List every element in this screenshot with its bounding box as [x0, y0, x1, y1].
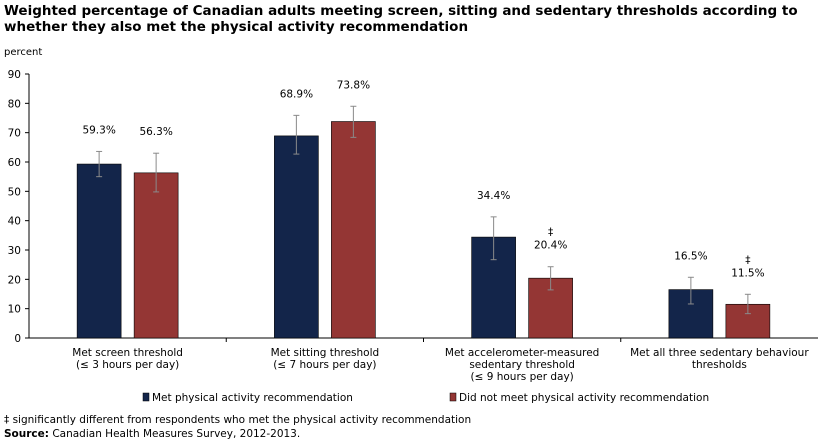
y-axis-label: percent [4, 47, 42, 58]
y-tick-label: 30 [8, 245, 21, 257]
y-axis: 0 10 20 30 40 50 60 70 80 90 [8, 69, 30, 345]
significance-marker: ‡ [4, 414, 10, 426]
bar [133, 172, 179, 339]
legend-swatch [142, 392, 150, 402]
legend: Met physical activity recommendation Did … [142, 392, 709, 404]
data-label: 11.5% [731, 267, 764, 279]
data-label: 20.4% [534, 240, 567, 252]
y-tick-label: 20 [8, 274, 21, 286]
x-axis: Met screen threshold (≤ 3 hours per day) M… [29, 337, 818, 383]
significance-marker: ‡ [745, 254, 750, 266]
y-tick-label: 50 [8, 186, 21, 198]
legend-label: Did not meet physical activity recommend… [459, 392, 709, 404]
data-label: 16.5% [674, 250, 707, 262]
legend-label: Met physical activity recommendation [152, 392, 353, 404]
source-footnote: Source: Canadian Health Measures Survey,… [4, 428, 300, 440]
y-tick-label: 60 [8, 157, 21, 169]
significance-marker: ‡ [548, 227, 553, 239]
category-label: Met screen threshold (≤ 3 hours per day) [72, 347, 183, 371]
bar [274, 135, 319, 339]
significance-footnote: ‡ significantly different from responden… [4, 414, 471, 426]
data-label: 56.3% [139, 126, 172, 138]
y-tick-label: 90 [8, 69, 21, 81]
category-label: Met all three sedentary behaviour thresho… [630, 347, 809, 371]
legend-swatch [449, 392, 457, 402]
bar [331, 121, 376, 339]
data-label: 34.4% [477, 190, 510, 202]
y-tick-label: 40 [8, 216, 21, 228]
source-label: Source: [4, 428, 49, 440]
chart-title: Weighted percentage of Canadian adults m… [4, 3, 798, 35]
data-label: 73.8% [337, 79, 370, 91]
category-label: Met accelerometer-measured sedentary thre… [445, 347, 599, 383]
bars: 59.3% 56.3%68.9%73.8%34.4%20.4%‡16.5%11.5… [76, 79, 771, 339]
y-tick-label: 10 [8, 304, 21, 316]
source-text: Canadian Health Measures Survey, 2012-20… [48, 428, 301, 440]
y-tick-label: 0 [14, 333, 21, 345]
category-label: Met sitting threshold (≤ 7 hours per day) [271, 347, 380, 371]
bar [76, 163, 122, 339]
significance-text: significantly different from respondents… [9, 414, 472, 426]
y-tick-label: 70 [8, 128, 21, 140]
data-label: 68.9% [280, 88, 313, 100]
data-label: 59.3% [82, 124, 115, 136]
y-tick-label: 80 [8, 98, 21, 110]
